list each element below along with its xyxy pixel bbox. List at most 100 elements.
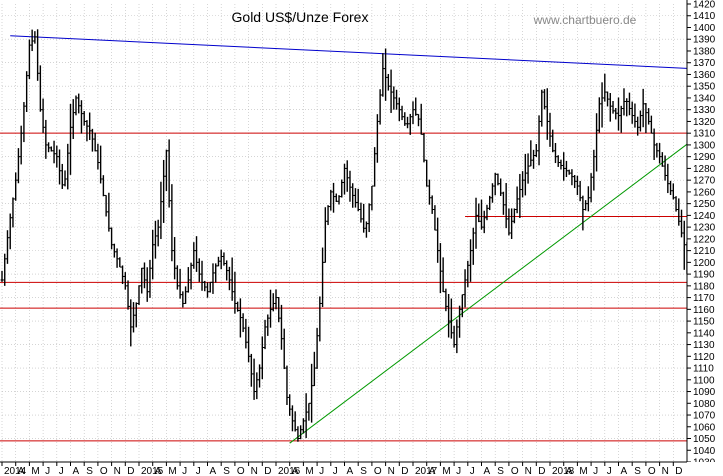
x-tick-label: D (264, 466, 271, 476)
x-tick-label: J (182, 466, 187, 476)
x-tick-label: N (662, 466, 669, 476)
x-tick-label: 2017 (415, 466, 438, 476)
x-tick-label: J (319, 466, 324, 476)
y-tick-label: 1320 (693, 117, 716, 128)
x-tick-label: N (251, 466, 258, 476)
y-tick-label: 1200 (693, 258, 716, 269)
y-tick-label: 1220 (693, 234, 716, 245)
y-tick-label: 1230 (693, 223, 716, 234)
source-watermark: www.chartbuero.de (533, 13, 637, 27)
trend-lines (10, 35, 723, 444)
x-tick-label: O (648, 466, 656, 476)
x-tick-label: N (114, 466, 121, 476)
x-tick-label: J (196, 466, 201, 476)
y-tick-label: 1420 (693, 0, 716, 11)
x-tick-label: O (374, 466, 382, 476)
y-tick-label: 1150 (693, 317, 715, 328)
x-tick-label: J (45, 466, 50, 476)
x-tick-label: S (497, 466, 504, 476)
y-tick-label: 1270 (693, 176, 716, 187)
x-tick-label: S (360, 466, 367, 476)
x-tick-label: A (292, 466, 299, 476)
y-tick-label: 1360 (693, 70, 716, 81)
y-tick-label: 1370 (693, 58, 716, 69)
x-tick-label: A (484, 466, 491, 476)
y-tick-label: 1390 (693, 35, 716, 46)
x-tick-label: M (168, 466, 176, 476)
y-tick-label: 1100 (693, 375, 715, 386)
x-tick-label: A (429, 466, 436, 476)
y-tick-label: 1140 (693, 328, 715, 339)
x-tick-label: A (18, 466, 25, 476)
y-tick-label: 1070 (693, 411, 716, 422)
x-tick-label: 2015 (141, 466, 164, 476)
y-tick-label: 1240 (693, 211, 716, 222)
x-tick-label: J (607, 466, 612, 476)
y-tick-label: 1050 (693, 434, 716, 445)
y-tick-label: 1300 (693, 140, 716, 151)
trend-line (289, 138, 695, 444)
x-tick-label: J (593, 466, 598, 476)
y-tick-label: 1380 (693, 46, 716, 57)
x-tick-label: J (333, 466, 338, 476)
x-tick-label: 2018 (552, 466, 575, 476)
x-tick-label: A (566, 466, 573, 476)
chart-title: Gold US$/Unze Forex (232, 9, 369, 25)
y-tick-label: 1040 (693, 446, 716, 457)
price-bars (0, 29, 714, 442)
y-tick-label: 1310 (693, 129, 716, 140)
x-tick-label: M (31, 466, 39, 476)
x-tick-label: S (223, 466, 230, 476)
y-tick-label: 1090 (693, 387, 716, 398)
x-tick-label: M (442, 466, 450, 476)
horizontal-lines (0, 132, 687, 442)
y-tick-label: 1290 (693, 152, 716, 163)
x-tick-label: A (210, 466, 217, 476)
x-tick-label: D (538, 466, 545, 476)
x-tick-label: 2016 (278, 466, 301, 476)
y-tick-label: 1060 (693, 422, 716, 433)
x-tick-label: O (511, 466, 519, 476)
x-tick-label: A (621, 466, 628, 476)
x-tick-label: D (675, 466, 682, 476)
x-tick-label: A (155, 466, 162, 476)
y-tick-label: 1400 (693, 23, 716, 34)
x-tick-label: M (305, 466, 313, 476)
x-tick-label: A (347, 466, 354, 476)
y-tick-label: 1110 (693, 364, 714, 375)
x-tick-label: D (127, 466, 134, 476)
x-tick-label: 2014 (4, 466, 27, 476)
x-tick-label: O (237, 466, 245, 476)
y-tick-label: 1260 (693, 187, 716, 198)
y-axis-background (687, 0, 723, 476)
y-tick-label: 1170 (693, 293, 715, 304)
x-tick-label: O (100, 466, 108, 476)
x-tick-label: S (86, 466, 93, 476)
y-tick-label: 1130 (693, 340, 715, 351)
x-tick-label: S (634, 466, 641, 476)
y-tick-label: 1340 (693, 93, 716, 104)
y-tick-label: 1250 (693, 199, 716, 210)
y-tick-label: 1350 (693, 82, 716, 93)
trend-line (10, 35, 723, 71)
y-tick-label: 1410 (693, 11, 716, 22)
x-tick-label: D (401, 466, 408, 476)
y-tick-label: 1190 (693, 270, 715, 281)
y-tick-label: 1330 (693, 105, 716, 116)
x-tick-label: N (388, 466, 395, 476)
x-axis-background (0, 462, 723, 476)
y-tick-label: 1160 (693, 305, 715, 316)
x-tick-label: A (73, 466, 80, 476)
x-tick-label: M (579, 466, 587, 476)
x-tick-label: J (470, 466, 475, 476)
x-tick-label: N (525, 466, 532, 476)
y-tick-label: 1080 (693, 399, 716, 410)
x-tick-label: J (456, 466, 461, 476)
y-tick-label: 1180 (693, 281, 715, 292)
y-axis: 1030104010501060107010801090110011101120… (686, 0, 723, 476)
x-tick-label: J (59, 466, 64, 476)
y-tick-label: 1120 (693, 352, 715, 363)
